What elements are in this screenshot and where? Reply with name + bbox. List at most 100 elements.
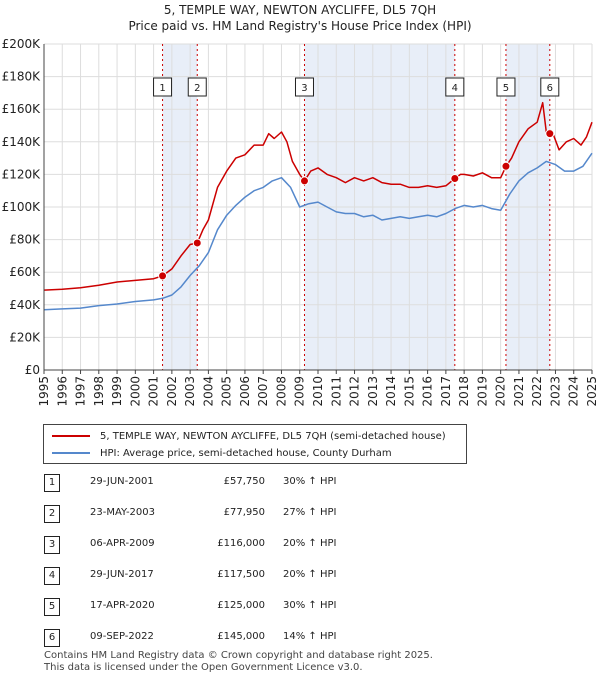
x-tick-label: 2009 xyxy=(293,376,307,407)
sale-hpi-change: 30% ↑ HPI xyxy=(283,600,337,611)
x-tick-label: 2006 xyxy=(238,376,252,407)
sale-label-box xyxy=(153,77,173,97)
x-tick-label: 1997 xyxy=(74,376,88,407)
sale-price: £77,950 xyxy=(223,507,265,518)
sale-price: £57,750 xyxy=(223,476,265,487)
sale-number-badge: 2 xyxy=(44,505,60,523)
sale-price: £116,000 xyxy=(217,538,265,549)
y-tick-label: £0 xyxy=(25,363,40,377)
sale-date: 29-JUN-2017 xyxy=(90,569,154,580)
sale-date: 09-SEP-2022 xyxy=(90,631,154,642)
x-tick-label: 2019 xyxy=(475,376,489,407)
sale-label: 4 xyxy=(452,83,458,94)
chart-title: 5, TEMPLE WAY, NEWTON AYCLIFFE, DL5 7QH … xyxy=(0,2,600,34)
sale-label: 6 xyxy=(547,83,553,94)
sale-hpi-change: 30% ↑ HPI xyxy=(283,476,337,487)
sale-date: 23-MAY-2003 xyxy=(90,507,156,518)
sale-label-box xyxy=(294,77,314,97)
sale-label: 1 xyxy=(159,83,165,94)
x-tick-label: 2001 xyxy=(147,376,161,407)
chart-title-line1: 5, TEMPLE WAY, NEWTON AYCLIFFE, DL5 7QH xyxy=(163,3,437,17)
x-tick-label: 1996 xyxy=(55,376,69,407)
sale-hpi-change: 27% ↑ HPI xyxy=(283,507,337,518)
x-tick-label: 2004 xyxy=(201,376,215,407)
sale-row: 6 09-SEP-2022 £145,000 14% ↑ HPI xyxy=(0,629,600,649)
x-tick-label: 2017 xyxy=(439,376,453,407)
sale-label-box xyxy=(540,77,560,97)
sale-label: 3 xyxy=(301,83,307,94)
sale-number-badge: 1 xyxy=(44,474,60,492)
price-chart: 1 2 3 4 5 6 £0 £20K £40K £60K £80K £100K £120K £140K… xyxy=(2,37,599,407)
x-tick-label: 1995 xyxy=(37,376,51,407)
y-tick-label: £100K xyxy=(2,200,42,214)
sale-date: 17-APR-2020 xyxy=(90,600,155,611)
sale-label-box xyxy=(496,77,516,97)
sale-point xyxy=(158,271,168,281)
sale-hpi-change: 20% ↑ HPI xyxy=(283,569,337,580)
y-tick-label: £120K xyxy=(2,167,42,181)
sale-hpi-change: 20% ↑ HPI xyxy=(283,538,337,549)
x-tick-label: 1999 xyxy=(110,376,124,407)
sale-row: 3 06-APR-2009 £116,000 20% ↑ HPI xyxy=(0,536,600,556)
legend-label-property: 5, TEMPLE WAY, NEWTON AYCLIFFE, DL5 7QH … xyxy=(100,430,446,442)
sale-point xyxy=(450,173,460,183)
x-tick-label: 2016 xyxy=(421,376,435,407)
x-tick-label: 2014 xyxy=(384,376,398,407)
sale-label-box xyxy=(187,77,207,97)
sale-point xyxy=(299,176,309,186)
x-tick-label: 2022 xyxy=(530,376,544,407)
sale-row: 4 29-JUN-2017 £117,500 20% ↑ HPI xyxy=(0,567,600,587)
legend-item-hpi: HPI: Average price, semi-detached house,… xyxy=(52,445,392,461)
y-tick-label: £160K xyxy=(2,102,42,116)
sale-row: 1 29-JUN-2001 £57,750 30% ↑ HPI xyxy=(0,474,600,494)
sale-point xyxy=(545,129,555,139)
x-tick-label: 2013 xyxy=(366,376,380,407)
sale-hpi-change: 14% ↑ HPI xyxy=(283,631,337,642)
sale-row: 2 23-MAY-2003 £77,950 27% ↑ HPI xyxy=(0,505,600,525)
footer-licence: This data is licensed under the Open Gov… xyxy=(44,662,363,673)
y-tick-label: £20K xyxy=(9,330,41,344)
footer-copyright: Contains HM Land Registry data © Crown c… xyxy=(44,650,433,661)
sale-price: £117,500 xyxy=(217,569,265,580)
sale-date: 29-JUN-2001 xyxy=(90,476,154,487)
legend-label-hpi: HPI: Average price, semi-detached house,… xyxy=(100,447,392,459)
sale-point xyxy=(192,238,202,248)
y-tick-label: £180K xyxy=(2,70,42,84)
sale-row: 5 17-APR-2020 £125,000 30% ↑ HPI xyxy=(0,598,600,618)
sale-price: £145,000 xyxy=(217,631,265,642)
chart-legend: 5, TEMPLE WAY, NEWTON AYCLIFFE, DL5 7QH … xyxy=(43,424,467,464)
x-tick-label: 2000 xyxy=(128,376,142,407)
y-tick-label: £200K xyxy=(2,37,42,51)
y-tick-label: £80K xyxy=(9,233,41,247)
sale-label: 5 xyxy=(503,83,509,94)
sale-date: 06-APR-2009 xyxy=(90,538,155,549)
y-tick-label: £60K xyxy=(9,265,41,279)
sale-number-badge: 4 xyxy=(44,567,60,585)
x-tick-label: 2012 xyxy=(348,376,362,407)
x-tick-label: 1998 xyxy=(92,376,106,407)
sale-label: 2 xyxy=(194,83,200,94)
x-tick-label: 2024 xyxy=(567,376,581,407)
chart-subtitle: Price paid vs. HM Land Registry's House … xyxy=(128,19,472,33)
x-tick-label: 2008 xyxy=(274,376,288,407)
x-tick-label: 2011 xyxy=(329,376,343,407)
x-tick-label: 2018 xyxy=(457,376,471,407)
sale-price: £125,000 xyxy=(217,600,265,611)
legend-swatch-property xyxy=(52,435,90,437)
legend-item-property: 5, TEMPLE WAY, NEWTON AYCLIFFE, DL5 7QH … xyxy=(52,428,446,444)
x-tick-label: 2020 xyxy=(494,376,508,407)
legend-swatch-hpi xyxy=(52,452,90,454)
sale-number-badge: 3 xyxy=(44,536,60,554)
sale-point xyxy=(501,161,511,171)
sale-label-box xyxy=(445,77,465,97)
x-tick-label: 2021 xyxy=(512,376,526,407)
x-tick-label: 2023 xyxy=(548,376,562,407)
sale-number-badge: 5 xyxy=(44,598,60,616)
footer: Contains HM Land Registry data © Crown c… xyxy=(44,650,433,674)
x-tick-label: 2025 xyxy=(585,376,599,407)
hpi-line xyxy=(43,152,593,311)
sale-number-badge: 6 xyxy=(44,629,60,647)
y-tick-label: £140K xyxy=(2,135,42,149)
x-tick-label: 2015 xyxy=(402,376,416,407)
y-tick-label: £40K xyxy=(9,298,41,312)
